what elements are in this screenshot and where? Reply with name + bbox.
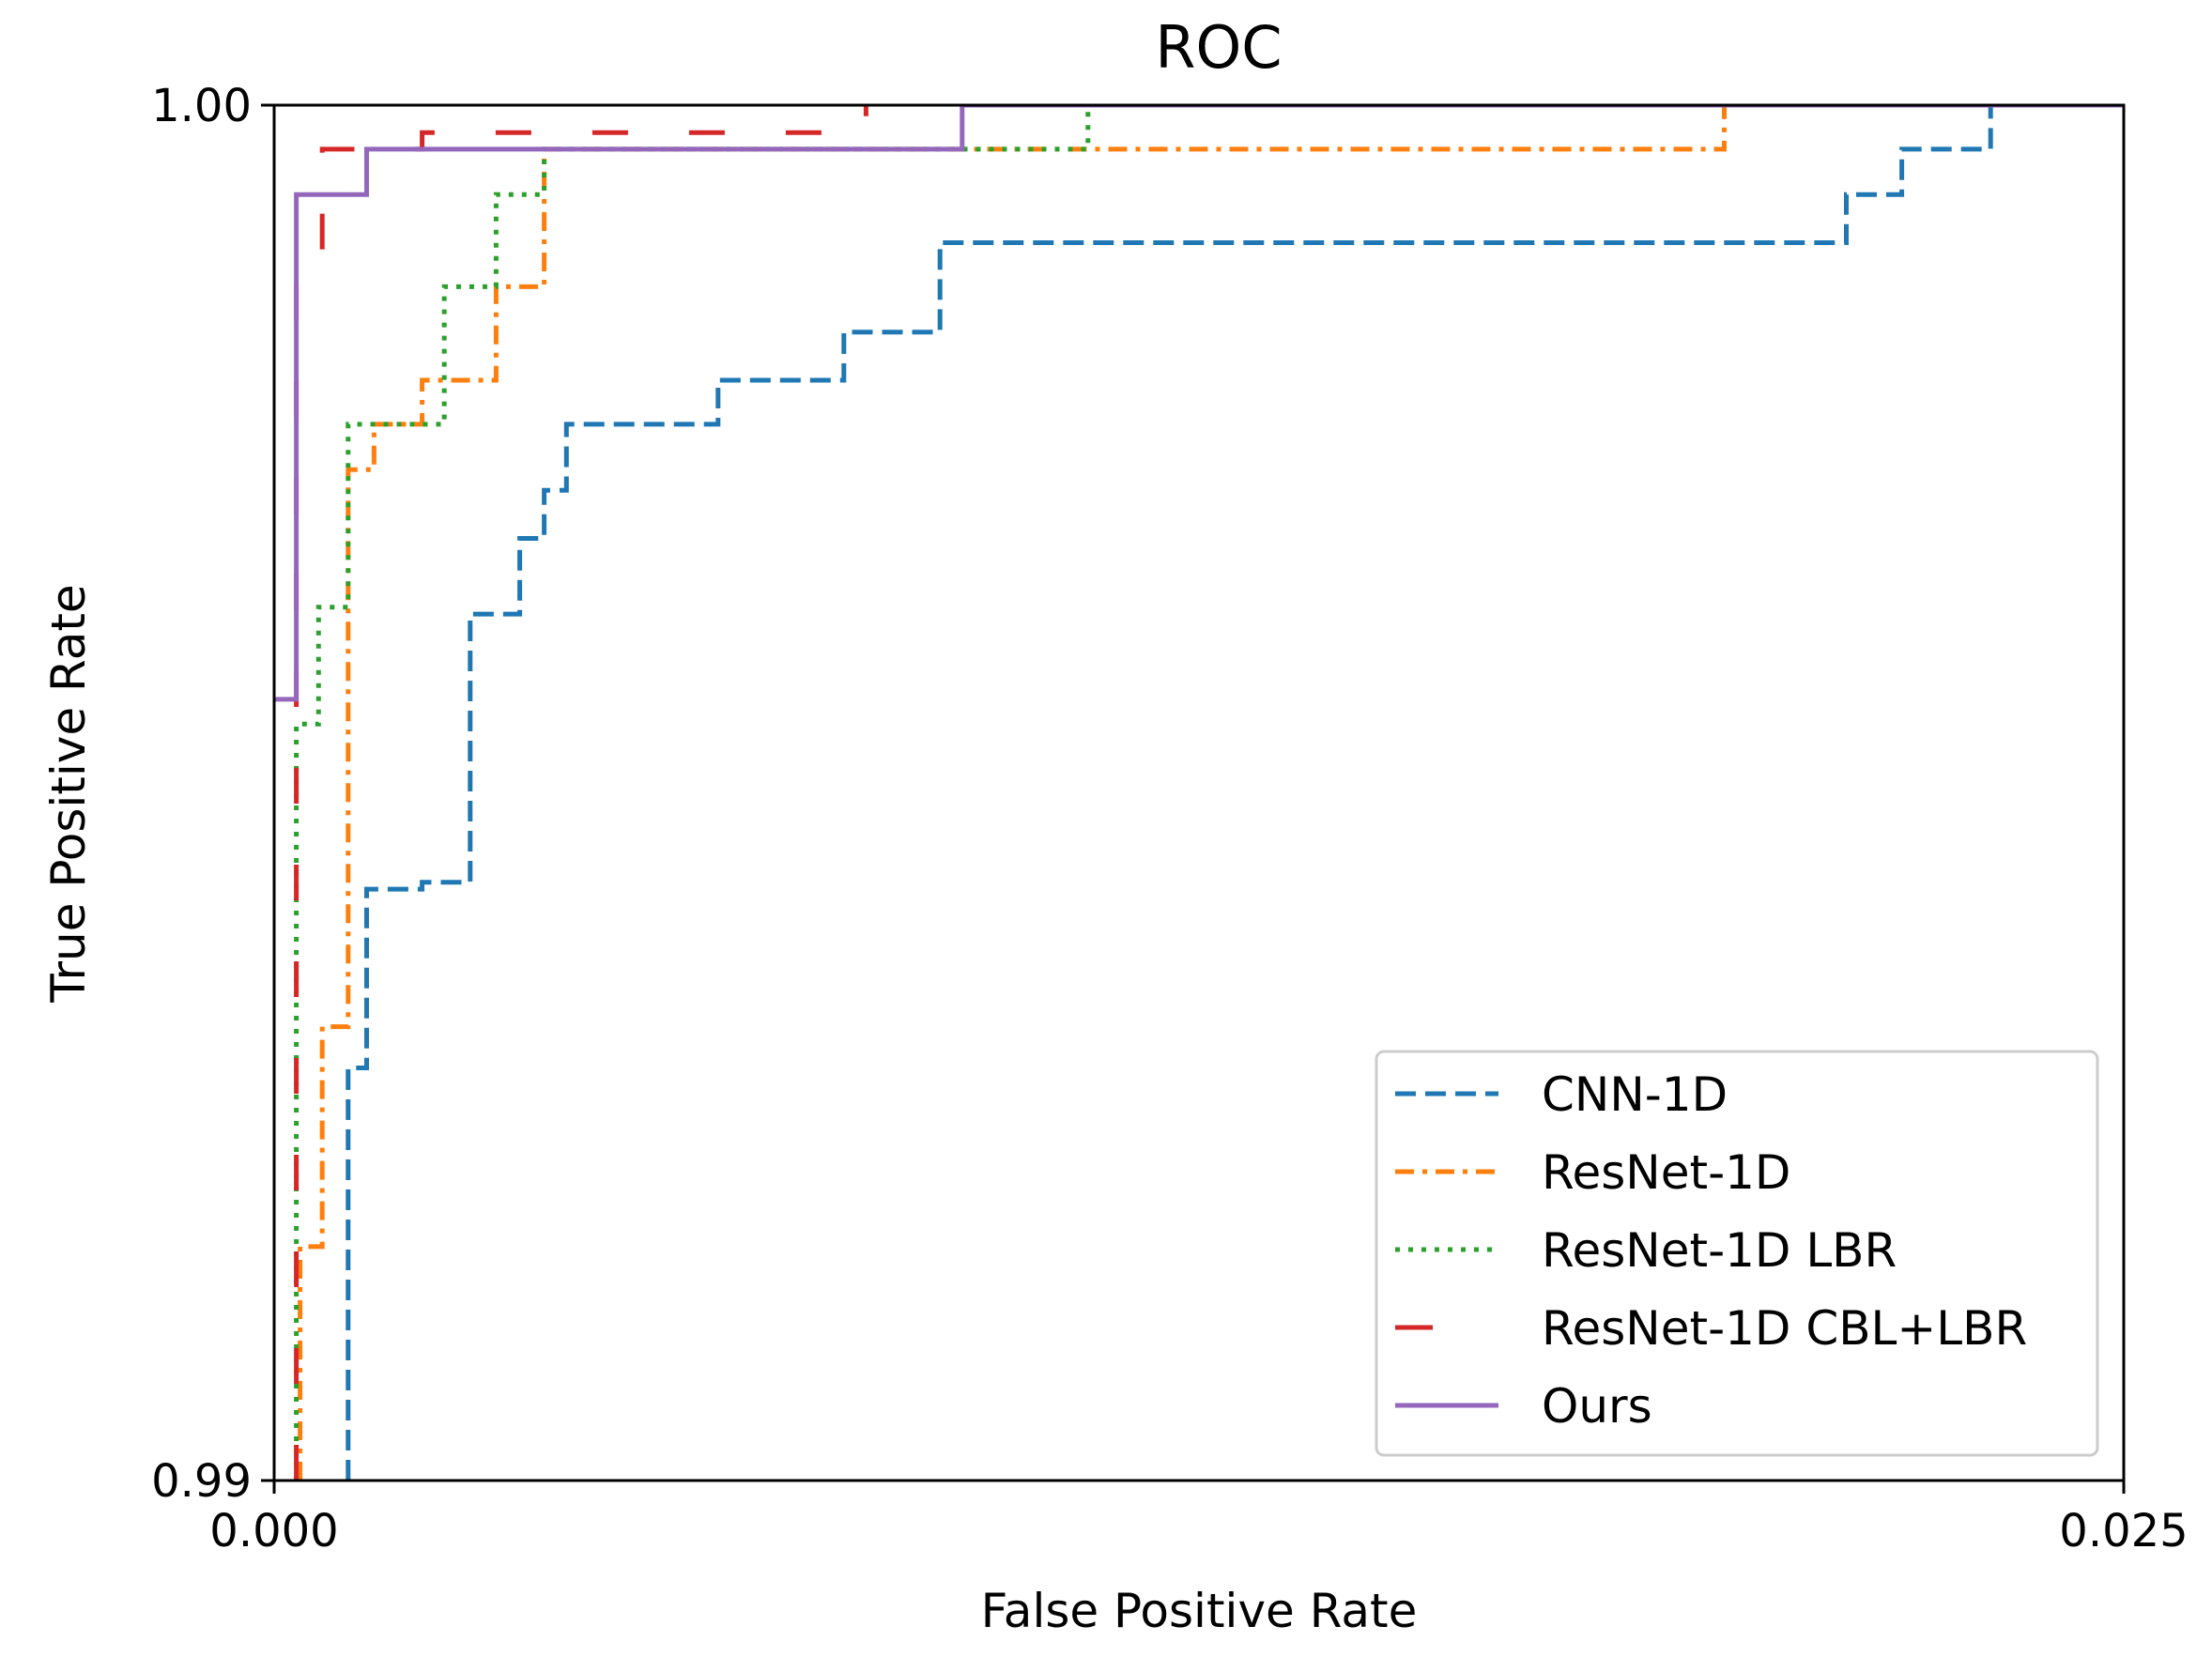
x-axis-label: False Positive Rate: [981, 1584, 1418, 1638]
legend-label-2: ResNet-1D LBR: [1542, 1223, 1897, 1278]
legend: CNN-1D ResNet-1D ResNet-1D LBR ResNet-1D CB…: [1375, 1050, 2099, 1457]
y-tick-label-0: 0.99: [151, 1455, 252, 1508]
y-tick-label-1: 1.00: [151, 80, 252, 132]
series-line-0: [346, 105, 1993, 1481]
x-tick-label-0: 0.000: [209, 1505, 338, 1557]
series-line-1: [298, 105, 1727, 1481]
plot-frame: [272, 103, 2126, 1482]
tick-layer: 0.000 0.025 0.99 1.00: [151, 80, 2189, 1557]
legend-items: CNN-1D ResNet-1D ResNet-1D LBR ResNet-1D CB…: [1395, 1067, 2027, 1434]
series-line-3: [294, 105, 868, 1481]
legend-label-0: CNN-1D: [1542, 1067, 1728, 1122]
series-line-4: [274, 105, 2124, 702]
chart-title: ROC: [1155, 13, 1282, 82]
legend-label-4: Ours: [1542, 1379, 1652, 1434]
legend-box: [1375, 1050, 2099, 1457]
series-layer: [274, 105, 2124, 1481]
legend-label-1: ResNet-1D: [1542, 1145, 1790, 1200]
legend-label-3: ResNet-1D CBL+LBR: [1542, 1301, 2027, 1356]
y-axis-label: True Positive Rate: [41, 584, 96, 1003]
x-tick-label-1: 0.025: [2059, 1505, 2188, 1557]
